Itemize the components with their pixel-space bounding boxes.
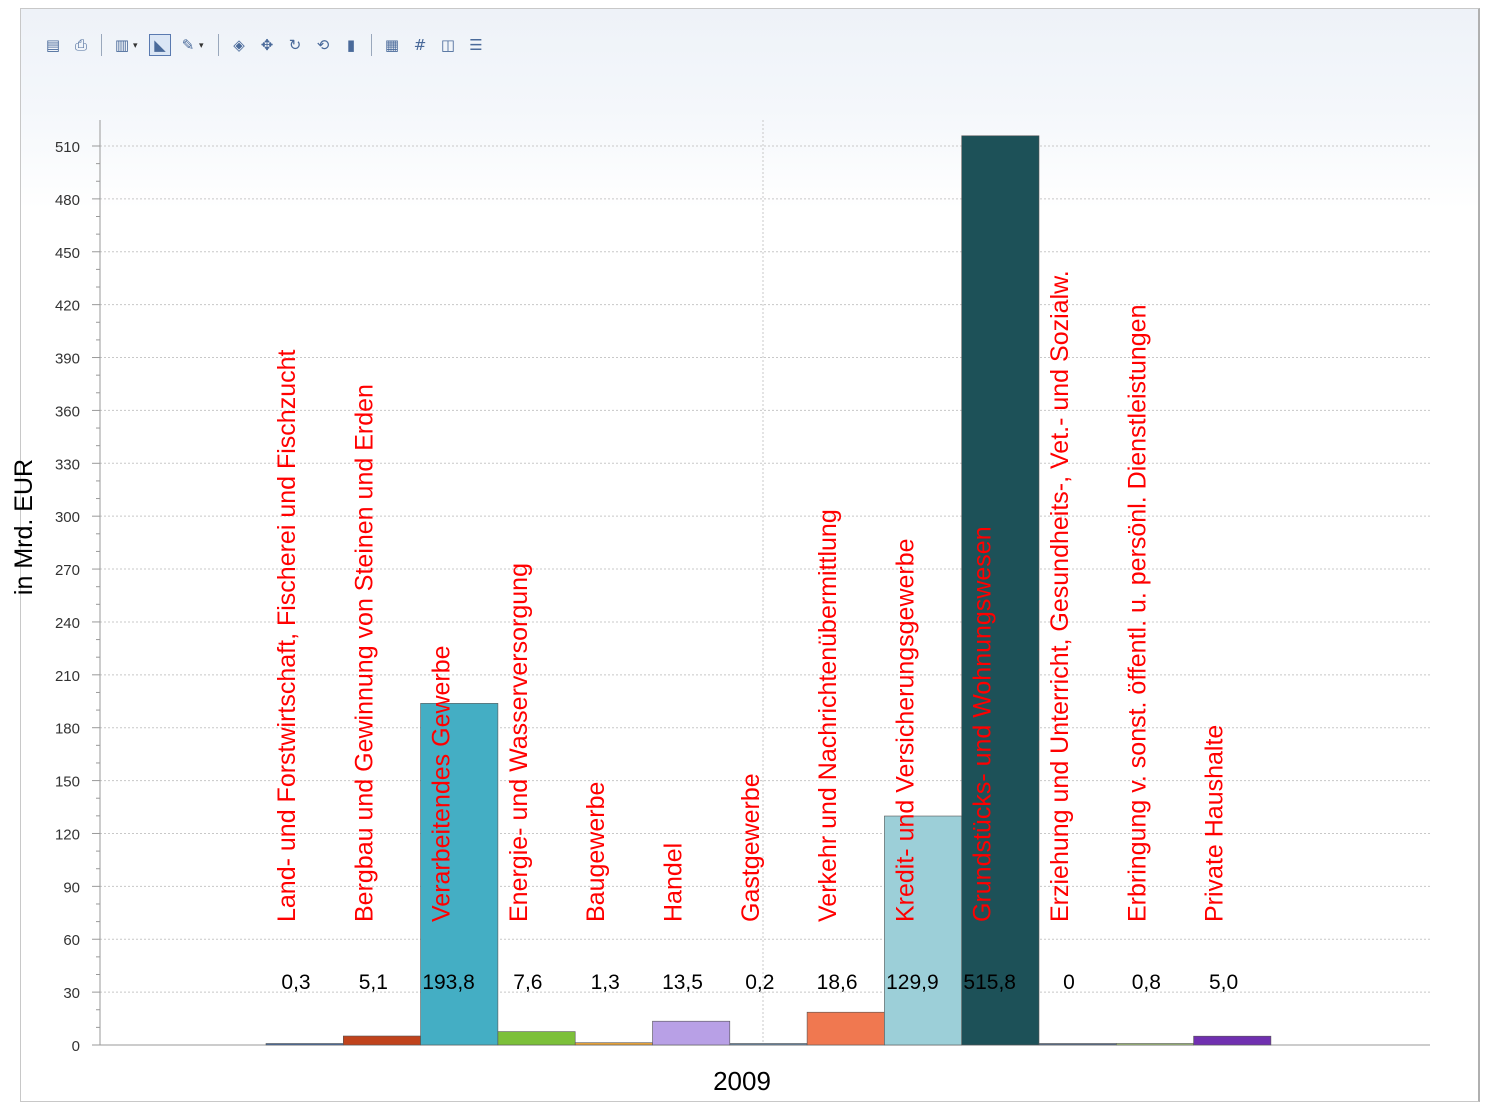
value-labels-icon[interactable]: # — [413, 36, 427, 54]
y-tick-label: 330 — [55, 456, 80, 473]
value-label: 5,0 — [1209, 971, 1238, 994]
bar — [1193, 1035, 1272, 1046]
bar — [1038, 1043, 1117, 1046]
value-label: 129,9 — [886, 971, 939, 994]
value-label: 1,3 — [591, 971, 620, 994]
chevron-down-icon[interactable]: ▾ — [199, 39, 204, 50]
value-label: 0,8 — [1132, 971, 1161, 994]
data-table-icon[interactable]: ▦ — [384, 36, 400, 54]
category-label: Verarbeitendes Gewerbe — [428, 645, 456, 922]
value-label: 515,8 — [963, 971, 1016, 994]
y-tick-label: 60 — [63, 932, 80, 949]
chevron-down-icon[interactable]: ▾ — [133, 39, 138, 50]
y-tick-label: 0 — [72, 1038, 80, 1055]
tilt-icon[interactable]: ↻ — [288, 36, 302, 54]
y-tick-label: 360 — [55, 403, 80, 420]
bar — [574, 1042, 653, 1046]
category-label: Erbringung v. sonst. öffentl. u. persönl… — [1123, 305, 1151, 923]
export-icon[interactable]: ▤ — [45, 36, 61, 54]
value-labels: 0,3 5,1 193,8 7,6 1,3 13,5 0,2 18,6 129,9 515,8 0 0… — [281, 971, 1238, 994]
toolbar-separator — [371, 34, 372, 56]
value-label: 7,6 — [513, 971, 542, 994]
3d-icon[interactable]: ◈ — [233, 36, 245, 54]
bar — [1116, 1043, 1194, 1046]
category-label: Energie- und Wasserversorgung — [505, 563, 533, 922]
category-label: Verkehr und Nachrichtenübermittlung — [814, 509, 842, 922]
y-tick-label: 420 — [55, 298, 80, 315]
y-tick-label: 480 — [55, 192, 80, 209]
chart-toolbar: ▤ ⎙ ▥ ▾ ◣ ✎ ▾ ◈ ✥ ↻ ⟲ ▮ ▦ # ◫ ☰ — [42, 30, 487, 60]
chart-type-icon[interactable]: ▥ — [114, 36, 130, 54]
rotate-icon[interactable]: ✥ — [260, 36, 274, 54]
depth-icon[interactable]: ▮ — [346, 36, 356, 54]
y-tick-label: 390 — [55, 351, 80, 368]
category-label: Bergbau und Gewinnung von Steinen und Er… — [350, 384, 378, 922]
y-tick-label: 270 — [55, 562, 80, 579]
bar — [342, 1035, 421, 1046]
pointer-icon[interactable]: ◣ — [149, 34, 171, 56]
x-axis-label: 2009 — [713, 1066, 771, 1096]
bar — [497, 1031, 576, 1046]
y-tick-label: 90 — [63, 879, 80, 896]
bars — [265, 135, 1272, 1046]
toolbar-separator — [101, 34, 102, 56]
category-label: Baugewerbe — [582, 782, 610, 922]
bar — [806, 1011, 885, 1046]
category-label: Handel — [660, 843, 688, 922]
value-label: 0,3 — [281, 971, 310, 994]
y-tick-label: 240 — [55, 615, 80, 632]
bar — [884, 815, 963, 1046]
y-tick-label: 30 — [63, 985, 80, 1002]
category-label: Private Haushalte — [1201, 725, 1229, 922]
chart-window — [20, 8, 1480, 1102]
value-label: 18,6 — [817, 971, 858, 994]
value-label: 13,5 — [662, 971, 703, 994]
bar — [420, 703, 499, 1046]
y-tick-label: 300 — [55, 509, 80, 526]
value-label: 5,1 — [359, 971, 388, 994]
y-tick-label: 510 — [55, 139, 80, 156]
zoom-icon[interactable]: ◫ — [440, 36, 456, 54]
y-tick-label: 120 — [55, 826, 80, 843]
category-label: Kredit- und Versicherungsgewerbe — [891, 538, 919, 922]
print-icon[interactable]: ⎙ — [74, 36, 87, 54]
category-label: Land- und Forstwirtschaft, Fischerei und… — [273, 349, 301, 922]
bar — [265, 1043, 344, 1046]
y-axis-label: in Mrd. EUR — [10, 459, 38, 595]
category-label: Gastgewerbe — [737, 773, 765, 922]
bar — [652, 1020, 731, 1046]
y-tick-label: 180 — [55, 721, 80, 738]
y-tick-label: 210 — [55, 668, 80, 685]
perspective-icon[interactable]: ⟲ — [316, 36, 330, 54]
value-label: 193,8 — [422, 971, 475, 994]
category-label: Erziehung und Unterricht, Gesundheits-, … — [1046, 270, 1074, 922]
bar — [961, 135, 1040, 1046]
category-labels: Land- und Forstwirtschaft, Fischerei und… — [273, 270, 1229, 922]
palette-icon[interactable]: ✎ — [181, 36, 195, 54]
bar — [729, 1043, 808, 1046]
y-tick-label: 150 — [55, 774, 80, 791]
toolbar-separator — [218, 34, 219, 56]
value-label: 0,2 — [745, 971, 774, 994]
legend-icon[interactable]: ☰ — [469, 36, 483, 54]
value-label: 0 — [1063, 971, 1075, 994]
category-label: Grundstücks- und Wohnungswesen — [969, 526, 997, 922]
y-tick-label: 450 — [55, 245, 80, 262]
